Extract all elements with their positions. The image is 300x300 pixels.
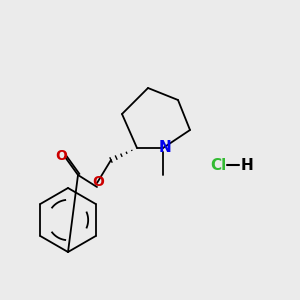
Text: H: H	[241, 158, 254, 172]
Text: O: O	[92, 175, 104, 189]
Text: Cl: Cl	[210, 158, 226, 172]
Text: O: O	[55, 149, 67, 163]
Text: N: N	[159, 140, 171, 155]
